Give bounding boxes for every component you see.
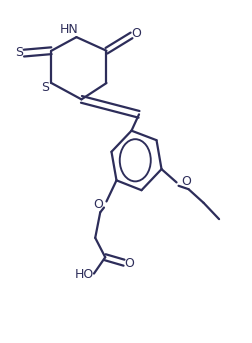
- Text: HO: HO: [75, 268, 94, 281]
- Text: O: O: [93, 198, 103, 211]
- Text: O: O: [131, 27, 141, 40]
- Text: S: S: [15, 46, 23, 59]
- Text: O: O: [180, 175, 190, 188]
- Text: HN: HN: [60, 23, 79, 36]
- Text: S: S: [41, 81, 49, 94]
- Text: O: O: [123, 257, 133, 270]
